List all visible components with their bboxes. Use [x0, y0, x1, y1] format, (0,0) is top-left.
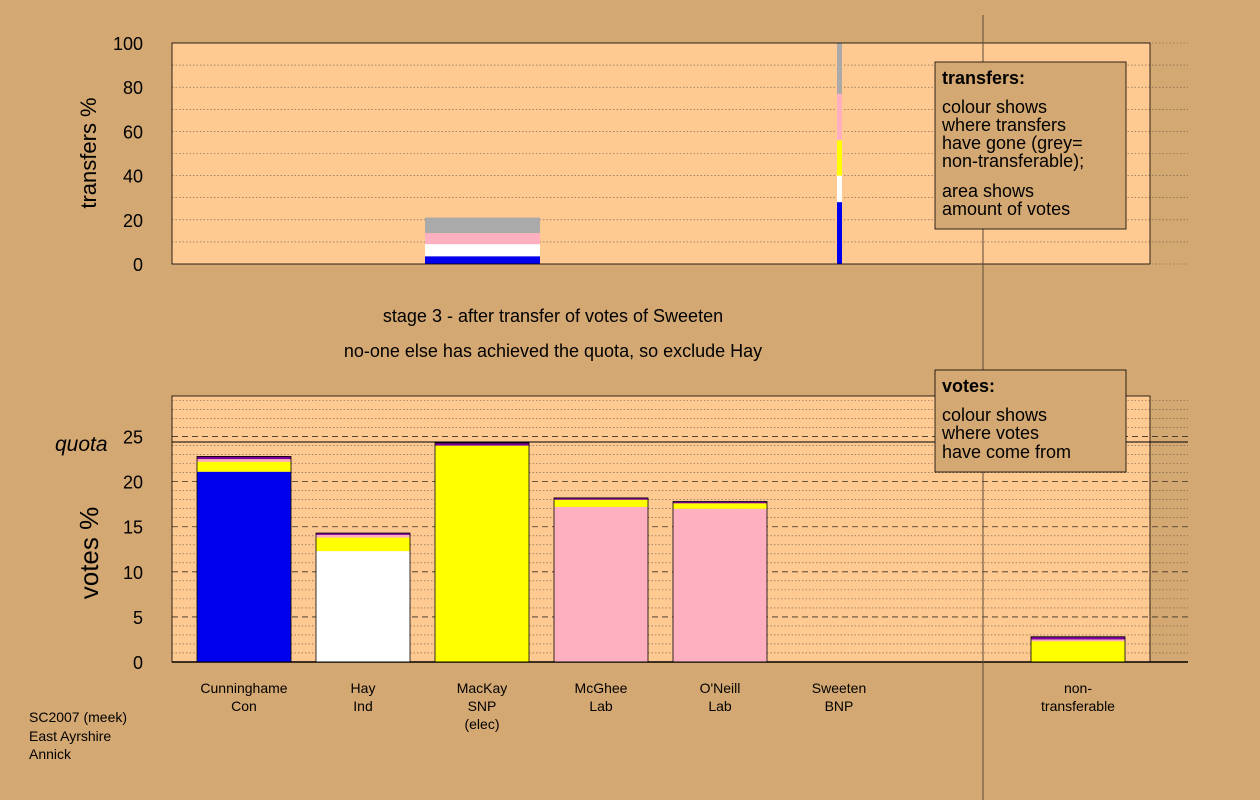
- candidate-label: (elec): [464, 716, 499, 732]
- transfers-y-tick-label: 0: [133, 255, 143, 275]
- vote-segment: [316, 534, 410, 538]
- transfers-legend-title: transfers:: [942, 68, 1025, 88]
- stage-decision: no-one else has achieved the quota, so e…: [344, 341, 762, 361]
- transfers-y-axis-label: transfers %: [76, 97, 101, 208]
- transfers-y-tick-label: 80: [123, 78, 143, 98]
- vote-segment: [1031, 639, 1125, 642]
- vote-segment: [197, 471, 291, 662]
- transfers-legend-line: have gone (grey=: [942, 133, 1083, 153]
- votes-legend: votes: colour shows where votes have com…: [934, 369, 1127, 473]
- candidate-label: McGhee: [575, 680, 628, 696]
- votes-y-tick-label: 10: [123, 563, 143, 583]
- votes-legend-line: have come from: [942, 442, 1071, 462]
- candidate-label: Sweeten: [812, 680, 866, 696]
- candidate-label: BNP: [825, 698, 854, 714]
- vote-segment: [316, 537, 410, 552]
- vote-segment: [673, 508, 767, 662]
- transfer-breakdown-segment: [837, 175, 842, 203]
- candidate-label: non-: [1064, 680, 1092, 696]
- vote-segment: [1031, 636, 1125, 640]
- candidate-label: O'Neill: [700, 680, 741, 696]
- votes-y-tick-label: 15: [123, 518, 143, 538]
- footer-election: SC2007 (meek): [29, 709, 127, 725]
- transfers-plot-frame: [171, 42, 1151, 265]
- votes-legend-line: colour shows: [942, 405, 1047, 425]
- votes-plot-frame: [171, 395, 1151, 663]
- candidate-label: Lab: [589, 698, 613, 714]
- transfers-legend-line: amount of votes: [942, 199, 1070, 219]
- vote-segment: [316, 551, 410, 662]
- candidate-label: SNP: [468, 698, 497, 714]
- footer-council: East Ayrshire: [29, 728, 111, 744]
- votes-y-tick-label: 25: [123, 428, 143, 448]
- transfer-area-segment: [425, 256, 540, 264]
- candidate-label: transferable: [1041, 698, 1115, 714]
- transfers-bars: [425, 43, 842, 264]
- transfer-breakdown-segment: [837, 93, 842, 141]
- stage-caption: stage 3 - after transfer of votes of Swe…: [383, 306, 723, 326]
- transfers-legend-line: area shows: [942, 181, 1034, 201]
- vote-segment: [197, 456, 291, 460]
- transfers-legend-box: [934, 61, 1127, 230]
- candidate-label: Hay: [351, 680, 376, 696]
- votes-y-tick-label: 0: [133, 653, 143, 673]
- vote-segment: [435, 442, 529, 446]
- transfers-y-tick-label: 60: [123, 122, 143, 142]
- votes-legend-box: [934, 369, 1127, 473]
- votes-legend-line: where votes: [941, 423, 1039, 443]
- candidate-label: Lab: [708, 698, 732, 714]
- transfer-area-segment: [425, 244, 540, 257]
- transfers-legend-line: where transfers: [941, 115, 1066, 135]
- vote-segment: [554, 497, 648, 500]
- transfers-legend-line: non-transferable);: [942, 151, 1084, 171]
- votes-y-tick-label: 20: [123, 473, 143, 493]
- candidate-label: Cunninghame: [200, 680, 287, 696]
- vote-segment: [673, 501, 767, 504]
- transfer-breakdown-segment: [837, 202, 842, 264]
- transfers-y-tick-label: 20: [123, 211, 143, 231]
- transfer-breakdown-segment: [837, 140, 842, 176]
- transfers-legend: transfers: colour shows where transfers …: [934, 61, 1127, 230]
- vote-segment: [673, 503, 767, 509]
- vote-segment: [197, 461, 291, 472]
- transfer-area-segment: [425, 217, 540, 234]
- transfers-y-tick-label: 100: [113, 34, 143, 54]
- vote-segment: [554, 506, 648, 662]
- vote-segment: [197, 459, 291, 462]
- votes-y-tick-label: 5: [133, 608, 143, 628]
- candidate-label: Con: [231, 698, 257, 714]
- vote-segment: [554, 499, 648, 507]
- transfers-y-tick-label: 40: [123, 167, 143, 187]
- transfer-area-segment: [425, 233, 540, 245]
- quota-label: quota: [55, 433, 108, 456]
- footer-ward: Annick: [29, 746, 72, 762]
- votes-x-labels: Cunninghame Con Hay Ind MacKay SNP (elec) McGhe…: [200, 680, 1115, 732]
- vote-segment: [316, 533, 410, 535]
- transfers-legend-line: colour shows: [942, 97, 1047, 117]
- candidate-label: Ind: [353, 698, 372, 714]
- vote-segment: [435, 445, 529, 662]
- candidate-label: MacKay: [457, 680, 508, 696]
- votes-y-axis-label: votes %: [74, 507, 104, 600]
- votes-bars: [196, 442, 1126, 663]
- transfers-y-ticks: 0 20 40 60 80 100: [113, 34, 143, 275]
- votes-y-ticks: 0 5 10 15 20 25: [123, 428, 143, 673]
- transfer-breakdown-segment: [837, 43, 842, 94]
- vote-segment: [1031, 641, 1125, 662]
- votes-legend-title: votes:: [942, 376, 995, 396]
